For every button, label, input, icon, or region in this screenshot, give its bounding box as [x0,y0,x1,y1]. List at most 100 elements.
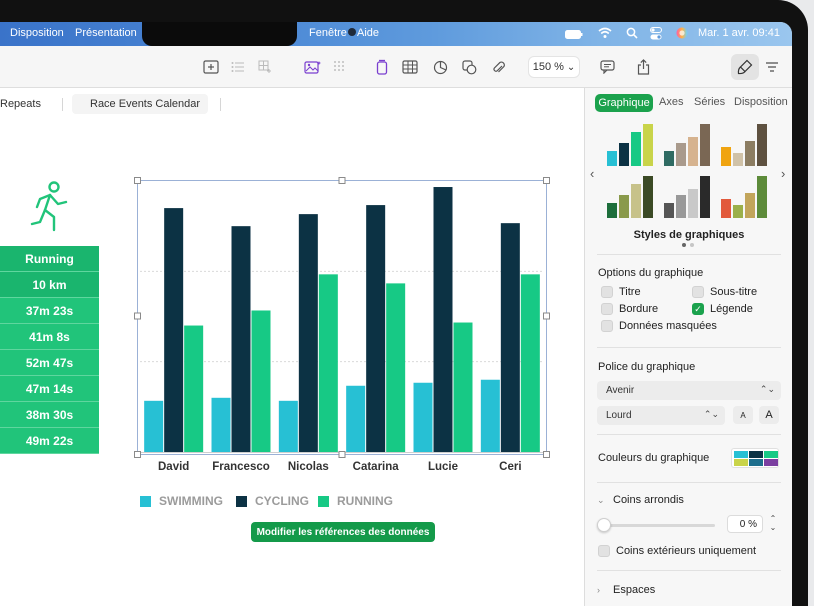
resize-handle[interactable] [543,312,550,320]
increase-font-size-button[interactable]: A [759,406,779,424]
table-cell[interactable]: 47m 14s [0,376,99,402]
battery-icon[interactable] [565,30,583,42]
style-bar [643,176,653,218]
bar-swimming [480,379,500,452]
control-center-icon[interactable] [650,27,662,43]
comment-icon[interactable] [595,55,619,79]
option-hidden-data[interactable]: Données masquées [601,320,717,332]
resize-handle[interactable] [543,177,550,184]
checkbox[interactable] [598,545,610,557]
tab-race-events-calendar[interactable]: Race Events Calendar [90,98,201,110]
format-button[interactable] [731,54,759,80]
rounded-corners-slider-knob[interactable] [597,518,611,532]
resize-handle[interactable] [134,177,141,184]
option-label: Légende [710,303,753,315]
style-bar [688,188,698,218]
rounded-corners-disclosure[interactable]: ⌄ Coins arrondis [597,494,684,506]
chart-style-thumbnail[interactable] [607,122,657,166]
spaces-disclosure[interactable]: › Espaces [597,584,655,596]
chart-colors-picker[interactable] [731,448,779,468]
checkmark-icon[interactable]: ✓ [692,303,704,315]
grid-icon[interactable] [328,55,352,79]
menu-presentation[interactable]: Présentation [75,27,137,39]
share-icon[interactable] [631,55,655,79]
table-cell[interactable]: 52m 47s [0,350,99,376]
category-label: Catarina [353,461,400,473]
resize-handle[interactable] [134,312,141,320]
legend-item-cycling[interactable]: CYCLING [236,494,309,508]
resize-handle[interactable] [134,451,141,458]
page-dots[interactable] [682,243,694,247]
search-icon[interactable] [626,27,638,42]
insert-text-icon[interactable] [199,55,223,79]
up-down-chevron-icon: ⌃⌄ [759,384,775,394]
checkbox[interactable] [692,286,704,298]
wifi-icon[interactable] [598,27,612,42]
organize-icon[interactable] [760,55,784,79]
bar-running [318,274,338,452]
chart-canvas[interactable]: David Francesco Nicolas Catarina Lucie Ceri [132,176,552,481]
category-label: Nicolas [288,461,329,473]
list-icon[interactable] [226,55,250,79]
table-cell[interactable]: 38m 30s [0,402,99,428]
chart-style-thumbnail[interactable] [721,122,771,166]
media-icon[interactable] [301,55,325,79]
resize-handle[interactable] [543,451,550,458]
chart-icon[interactable] [428,55,452,79]
legend-item-running[interactable]: RUNNING [318,494,393,508]
zoom-menu[interactable]: 150 % ⌄ [528,56,580,78]
option-outer-corners-only[interactable]: Coins extérieurs uniquement [598,545,756,557]
menu-bar: Disposition Présentation Fenêtre Aide Ma… [0,22,792,46]
tab-repeats[interactable]: Repeats [0,98,41,110]
chart-style-thumbnail[interactable] [607,174,657,218]
checkbox[interactable] [601,303,613,315]
tab-chart[interactable]: Graphique [595,94,653,112]
chart-styles-grid[interactable] [607,122,777,220]
bar-running [386,283,406,452]
option-border[interactable]: Bordure [601,303,658,315]
tab-arrangement[interactable]: Disposition [734,96,788,108]
chevron-left-icon[interactable]: ‹ [590,166,595,181]
bar-chart[interactable]: David Francesco Nicolas Catarina Lucie Ceri [132,176,552,486]
chart-style-thumbnail[interactable] [664,174,714,218]
text-box-icon[interactable] [370,55,394,79]
chevron-right-icon[interactable]: › [781,166,786,181]
rounded-corners-field[interactable]: 0 % [727,515,763,533]
option-title[interactable]: Titre [601,286,641,298]
option-legend[interactable]: ✓ Légende [692,303,753,315]
edit-data-references-button[interactable]: Modifier les références des données [251,522,435,542]
attachment-icon[interactable] [486,55,510,79]
running-table[interactable]: Running 10 km 37m 23s 41m 8s 52m 47s 47m… [0,246,99,454]
decrease-font-size-button[interactable]: A [733,406,753,424]
chart-style-thumbnail[interactable] [721,174,771,218]
legend-item-swimming[interactable]: SWIMMING [140,494,223,508]
bar-swimming [278,400,298,452]
table-subheader[interactable]: 10 km [0,272,99,298]
table-icon[interactable] [398,55,422,79]
stepper-icon[interactable]: ⌃ ⌄ [769,514,777,532]
tab-axes[interactable]: Axes [659,96,684,108]
resize-handle[interactable] [338,177,346,184]
table-add-icon[interactable] [253,55,277,79]
checkbox[interactable] [601,320,613,332]
font-weight-select[interactable]: Lourd ⌃⌄ [597,406,725,425]
font-family-select[interactable]: Avenir ⌃⌄ [597,381,781,400]
style-bar [700,124,710,166]
siri-icon[interactable] [676,27,688,42]
checkbox[interactable] [601,286,613,298]
rounded-corners-slider-track[interactable] [603,524,715,527]
menu-window[interactable]: Fenêtre [309,27,347,39]
tab-series[interactable]: Séries [694,96,726,108]
menu-help[interactable]: Aide [357,27,380,39]
table-cell[interactable]: 49m 22s [0,428,99,454]
rounded-corners-label: Coins arrondis [613,494,684,506]
table-cell[interactable]: 37m 23s [0,298,99,324]
resize-handle[interactable] [338,451,346,458]
option-subtitle[interactable]: Sous-titre [692,286,757,298]
chart-style-thumbnail[interactable] [664,122,714,166]
menu-disposition[interactable]: Disposition [10,27,64,39]
table-cell[interactable]: 41m 8s [0,324,99,350]
shape-icon[interactable] [457,55,481,79]
menu-clock[interactable]: Mar. 1 avr. 09:41 [698,27,780,39]
table-header[interactable]: Running [0,246,99,272]
